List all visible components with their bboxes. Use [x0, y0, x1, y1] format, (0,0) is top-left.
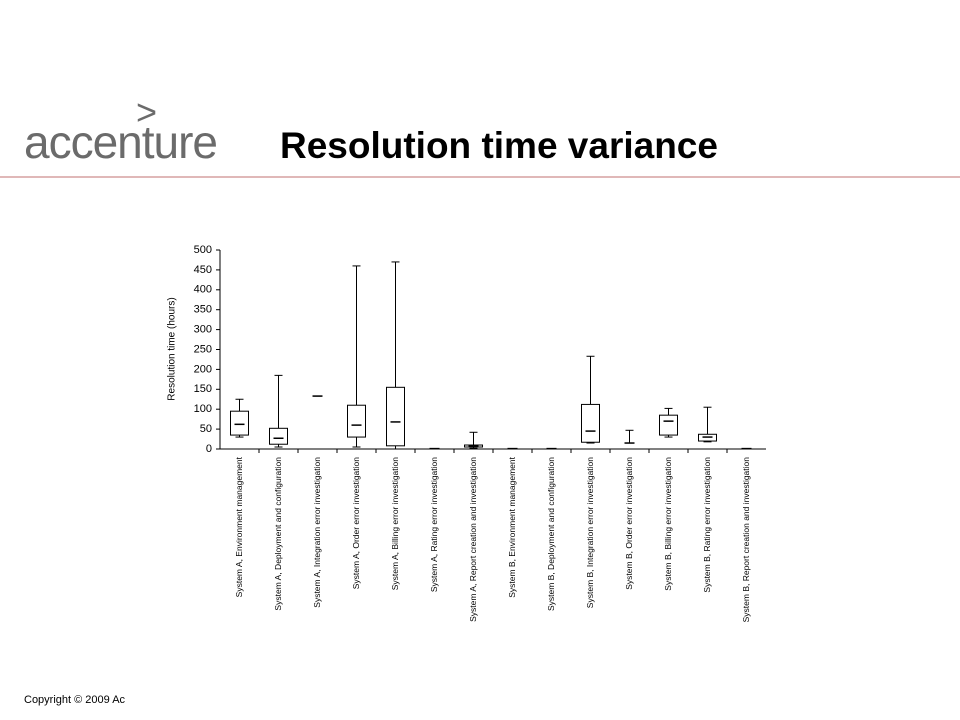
- y-tick-label: 50: [200, 423, 212, 435]
- x-tick-label: System A, Billing error investigation: [390, 457, 400, 590]
- y-tick-label: 400: [194, 284, 212, 296]
- y-tick-label: 0: [206, 443, 212, 455]
- box: [230, 410, 249, 436]
- box: [581, 403, 600, 443]
- box: [386, 386, 405, 447]
- y-tick-label: 300: [194, 324, 212, 336]
- x-tick-label: System B, Integration error investigatio…: [585, 457, 595, 608]
- y-tick-label: 150: [194, 383, 212, 395]
- logo-mark: >: [136, 92, 157, 133]
- y-tick-label: 100: [194, 403, 212, 415]
- slide-title: Resolution time variance: [280, 125, 718, 166]
- x-tick-label: System B, Order error investigation: [624, 457, 634, 590]
- box: [659, 414, 678, 436]
- y-tick-label: 450: [194, 264, 212, 276]
- x-tick-label: System B, Billing error investigation: [663, 457, 673, 591]
- y-tick-label: 350: [194, 304, 212, 316]
- box: [347, 404, 366, 438]
- logo: accenture: [24, 116, 217, 168]
- x-tick-label: System A, Environment management: [234, 456, 244, 597]
- x-tick-label: System A, Rating error investigation: [429, 457, 439, 592]
- box: [269, 427, 288, 445]
- copyright: Copyright © 2009 Ac: [24, 694, 126, 706]
- y-axis-title: Resolution time (hours): [167, 297, 178, 400]
- y-tick-label: 200: [194, 363, 212, 375]
- x-tick-label: System A, Deployment and configuration: [273, 457, 283, 611]
- x-tick-label: System B, Rating error investigation: [702, 457, 712, 593]
- x-tick-label: System B, Deployment and configuration: [546, 457, 556, 611]
- y-tick-label: 500: [194, 244, 212, 256]
- x-tick-label: System A, Report creation and investigat…: [468, 457, 478, 622]
- y-tick-label: 250: [194, 343, 212, 355]
- x-tick-label: System B, Environment management: [507, 456, 517, 597]
- x-tick-label: System A, Integration error investigatio…: [312, 457, 322, 608]
- x-tick-label: System B, Report creation and investigat…: [741, 457, 751, 623]
- x-tick-label: System A, Order error investigation: [351, 457, 361, 590]
